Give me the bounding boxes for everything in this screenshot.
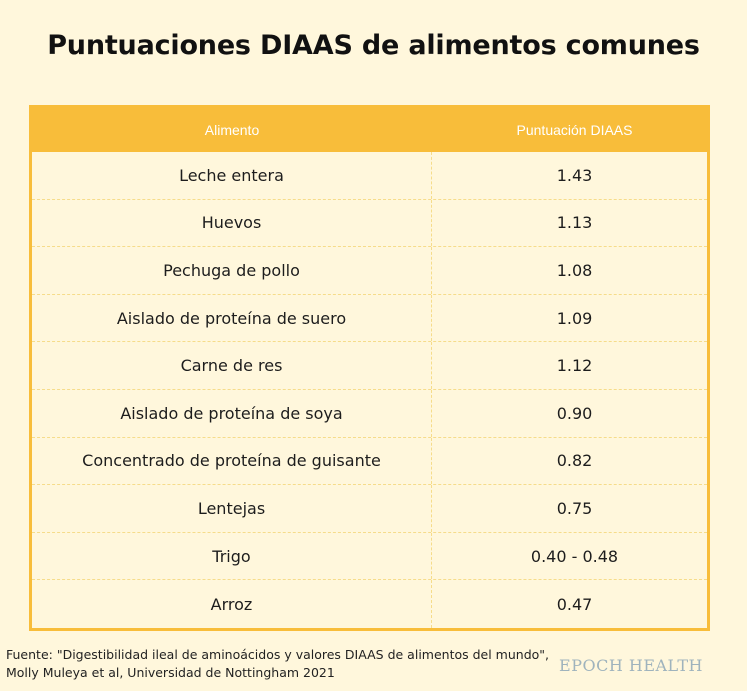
column-header-score: Puntuación DIAAS (516, 122, 633, 138)
food-cell: Lentejas (32, 485, 432, 532)
food-cell: Pechuga de pollo (32, 247, 432, 294)
score-cell: 0.40 - 0.48 (530, 546, 619, 566)
score-cell: 1.43 (556, 165, 593, 185)
score-cell: 1.08 (556, 260, 593, 280)
table-row: Aislado de proteína de suero 1.09 (32, 294, 707, 343)
table-row: Huevos 1.13 (32, 199, 707, 248)
table-row: Pechuga de pollo 1.08 (32, 247, 707, 295)
table-row: Concentrado de proteína de guisante 0.82 (32, 437, 707, 486)
table-row: Carne de res 1.12 (32, 342, 707, 390)
brand-logo: EPOCH HEALTH (559, 656, 703, 675)
food-cell: Trigo (32, 532, 432, 580)
table-row: Aislado de proteína de soya 0.90 (32, 389, 707, 438)
chart-title: Puntuaciones DIAAS de alimentos comunes (47, 30, 700, 61)
score-cell: 0.82 (556, 451, 593, 471)
table-header: Alimento Puntuación DIAAS (32, 108, 707, 152)
score-cell: 0.75 (556, 498, 593, 518)
column-header-food: Alimento (204, 122, 260, 138)
source-note: Fuente: "Digestibilidad ileal de aminoác… (6, 646, 549, 682)
food-cell: Aislado de proteína de soya (32, 389, 432, 437)
score-cell: 1.09 (556, 308, 593, 328)
table-body: Leche entera 1.43 Huevos 1.13 Pechuga de pol… (32, 152, 707, 628)
food-cell: Leche entera (32, 152, 432, 199)
food-cell: Concentrado de proteína de guisante (32, 437, 432, 485)
table-row: Trigo 0.40 - 0.48 (32, 532, 707, 581)
food-cell: Aislado de proteína de suero (32, 294, 432, 342)
score-cell: 1.12 (556, 356, 593, 376)
table-row: Arroz 0.47 (32, 580, 707, 628)
food-cell: Carne de res (32, 342, 432, 389)
score-cell: 1.13 (556, 213, 593, 233)
source-line-1: Fuente: "Digestibilidad ileal de aminoác… (6, 647, 550, 662)
source-line-2: Molly Muleya et al, Universidad de Notti… (6, 665, 335, 680)
food-cell: Arroz (32, 580, 432, 628)
score-cell: 0.90 (556, 403, 593, 423)
table-row: Leche entera 1.43 (32, 152, 707, 200)
score-cell: 0.47 (556, 594, 593, 614)
table-row: Lentejas 0.75 (32, 485, 707, 533)
diaas-table: Alimento Puntuación DIAAS Leche entera 1.… (29, 105, 710, 631)
food-cell: Huevos (32, 199, 432, 247)
